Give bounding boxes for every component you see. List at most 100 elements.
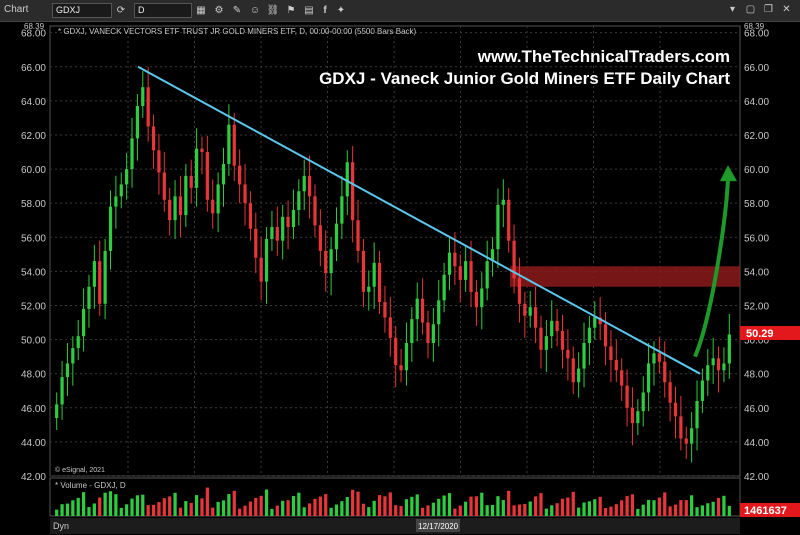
symbol-input[interactable]: GDXJ — [52, 3, 112, 18]
candle-body — [673, 402, 678, 417]
candle-body — [221, 163, 226, 185]
volume-bar — [566, 497, 570, 516]
volume-bar — [700, 505, 705, 516]
y-tick-label: 48.00 — [21, 370, 46, 381]
candle-body — [162, 172, 166, 200]
candle-body — [281, 216, 285, 241]
volume-bar — [598, 496, 602, 516]
candle-body — [377, 262, 382, 303]
candle-body — [593, 317, 597, 328]
y-tick-label: 54.00 — [21, 267, 46, 278]
candle-body — [496, 204, 500, 250]
tag-icon[interactable]: ⚑ — [286, 5, 296, 16]
volume-bar — [727, 505, 731, 516]
volume-bar — [367, 507, 371, 516]
top-left-value: 68.39 — [24, 22, 45, 31]
candle-body — [442, 274, 446, 301]
facebook-icon[interactable]: f — [323, 5, 327, 16]
minimize-icon[interactable]: ▾ — [729, 4, 736, 15]
candle-body — [420, 298, 425, 323]
link-icon[interactable]: ⛓ — [266, 5, 280, 16]
volume-bar — [356, 491, 360, 516]
candle-body — [329, 249, 333, 274]
volume-bar — [98, 497, 102, 516]
volume-bar — [243, 505, 247, 516]
volume-bar — [426, 505, 430, 516]
twitter-icon[interactable]: ✦ — [336, 5, 346, 16]
grid-icon[interactable]: ▦ — [196, 5, 206, 16]
y-tick-label: 62.00 — [744, 131, 769, 142]
candle-body — [345, 162, 349, 197]
volume-bar — [539, 493, 543, 516]
volume-bar — [571, 491, 575, 516]
y-axis-left: 42.00 44.00 46.00 48.00 50.00 52.00 54.00 56.00… — [21, 29, 46, 483]
volume-bar — [184, 501, 188, 516]
candle-body — [243, 184, 247, 204]
smiley-icon[interactable]: ☺ — [249, 5, 261, 16]
candle-body — [211, 199, 215, 214]
candle-body — [65, 363, 70, 378]
site-label: www.TheTechnicalTraders.com — [477, 47, 730, 66]
volume-bar — [329, 507, 333, 516]
candle-body — [512, 240, 516, 279]
time-axis-bar — [50, 518, 740, 534]
volume-bar — [706, 503, 710, 516]
y-tick-label: 68.00 — [21, 29, 46, 40]
restore-icon[interactable]: ❐ — [764, 4, 773, 15]
candle-body — [168, 199, 172, 221]
candle-body — [620, 370, 624, 386]
resistance-zone — [510, 266, 740, 287]
candle-body — [415, 298, 419, 320]
volume-bar — [684, 500, 688, 516]
price-chart[interactable]: 42.00 44.00 46.00 48.00 50.00 52.00 54.00 56.00… — [0, 22, 800, 535]
candle-body — [501, 199, 505, 205]
candle-body — [55, 404, 59, 419]
volume-bar — [695, 507, 699, 516]
candle-body — [582, 342, 586, 369]
candle-body — [76, 336, 80, 349]
y-tick-label: 46.00 — [21, 404, 46, 415]
volume-bar — [221, 500, 226, 516]
candle-body — [270, 227, 274, 239]
interval-select[interactable]: D — [134, 3, 192, 18]
candle-body — [464, 261, 468, 280]
volume-bar — [394, 505, 398, 516]
volume-bar — [87, 507, 91, 516]
candle-body — [636, 411, 640, 424]
volume-bar — [119, 507, 123, 516]
candle-body — [248, 203, 253, 229]
volume-bar — [388, 492, 392, 516]
candle-body — [458, 266, 462, 280]
volume-bar — [146, 505, 150, 516]
candle-body — [555, 320, 559, 332]
y-tick-label: 60.00 — [21, 165, 46, 176]
volume-bar — [238, 508, 242, 516]
volume-bar — [614, 504, 618, 516]
volume-bar — [490, 504, 495, 516]
candle-body — [361, 250, 366, 292]
pencil-icon[interactable]: ✎ — [232, 5, 242, 16]
candlesticks — [55, 66, 731, 463]
close-icon[interactable]: ✕ — [782, 4, 791, 15]
candle-body — [98, 261, 102, 304]
volume-bar — [194, 495, 199, 516]
candle-body — [587, 327, 592, 343]
candle-body — [727, 334, 731, 364]
folder-icon[interactable]: ▤ — [304, 5, 314, 16]
candle-body — [663, 361, 667, 383]
candle-body — [614, 360, 618, 371]
y-tick-label: 58.00 — [744, 199, 769, 210]
volume-bar — [577, 507, 581, 516]
volume-bar — [361, 503, 366, 516]
maximize-icon[interactable]: ▢ — [745, 4, 756, 15]
volume-bar — [232, 490, 236, 516]
candle-body — [528, 307, 532, 316]
refresh-icon[interactable]: ⟳ — [116, 5, 126, 16]
last-volume-tag — [740, 503, 800, 517]
time-start-label[interactable]: Dyn — [53, 521, 69, 531]
volume-bar — [76, 497, 80, 516]
volume-bar — [227, 494, 231, 516]
volume-bar — [168, 496, 172, 516]
volume-bar — [125, 504, 129, 516]
settings-icon[interactable]: ⚙ — [214, 5, 224, 16]
